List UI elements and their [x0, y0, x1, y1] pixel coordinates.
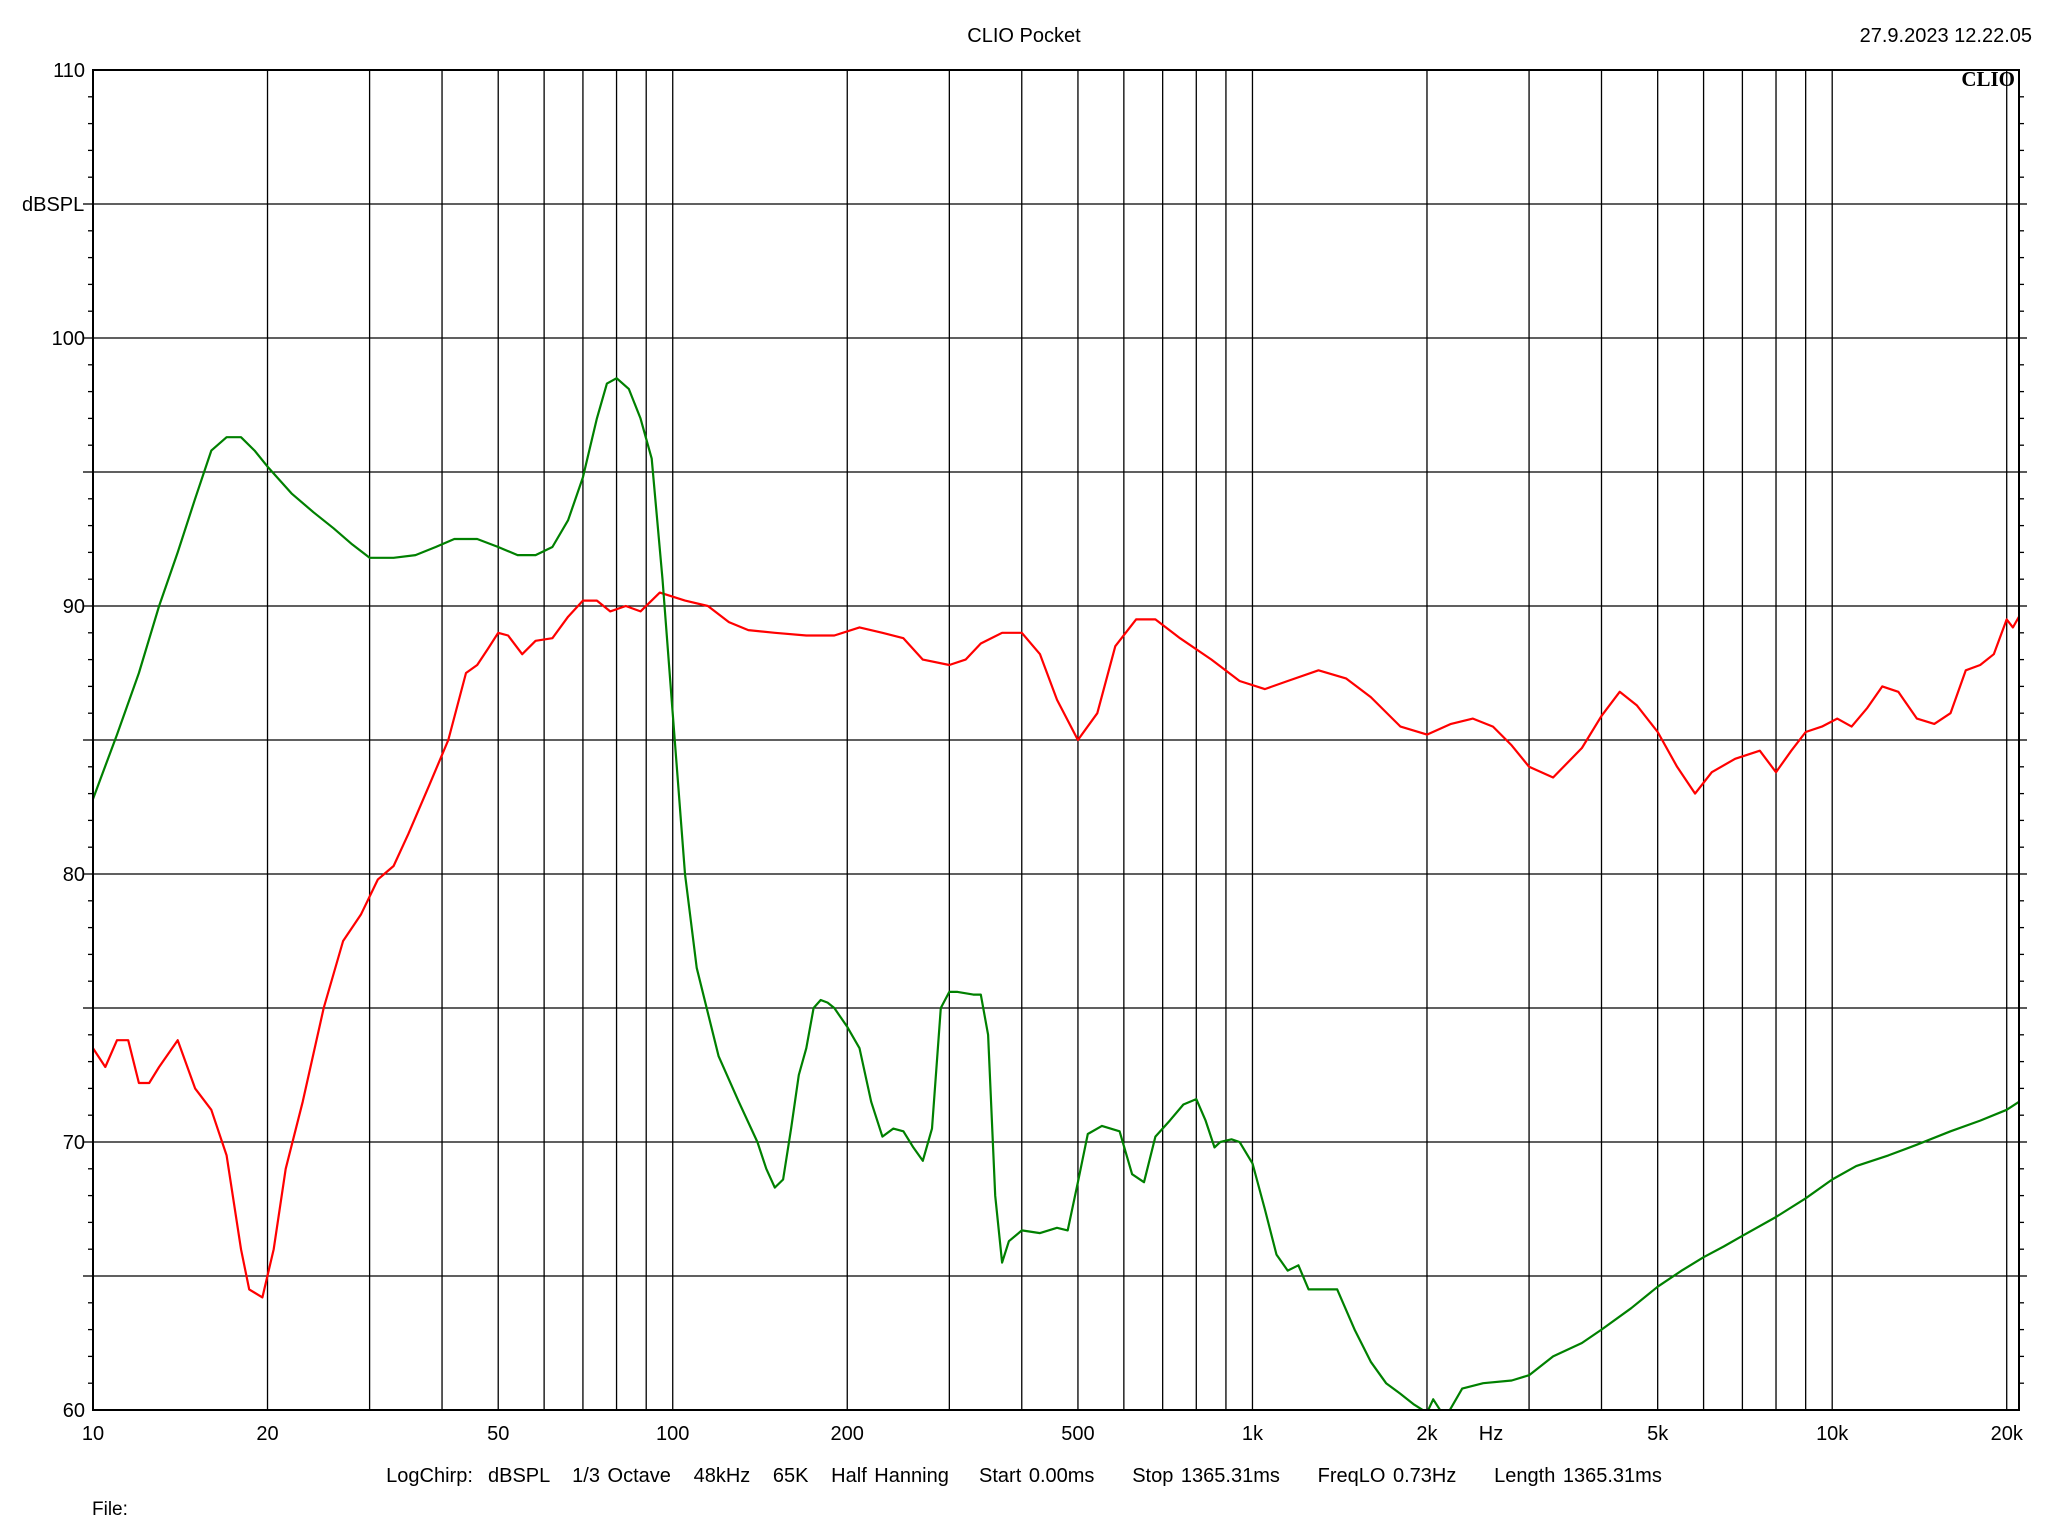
x-axis-label: Hz [1479, 1423, 1503, 1445]
x-tick-label: 2k [1416, 1423, 1438, 1445]
x-tick-label: 1k [1242, 1423, 1264, 1445]
y-tick-label: 110 [53, 60, 85, 82]
x-tick-label: 20 [256, 1423, 278, 1445]
plot-frame [92, 69, 2020, 1411]
y-tick-label: 90 [63, 596, 85, 618]
y-tick-label: 80 [63, 864, 85, 886]
x-tick-label: 10 [82, 1423, 104, 1445]
grid [83, 70, 2027, 1410]
x-tick-label: 5k [1647, 1423, 1669, 1445]
y-tick-label: 60 [63, 1400, 85, 1422]
timestamp: 27.9.2023 12.22.05 [1859, 25, 2032, 47]
x-tick-label: 100 [656, 1423, 689, 1445]
x-tick-label: 10k [1816, 1423, 1849, 1445]
x-tick-label: 20k [1991, 1423, 2024, 1445]
x-tick-label: 50 [487, 1423, 509, 1445]
green-response-curve [93, 377, 2019, 1410]
clio-brand-mark: CLIO [1961, 67, 2015, 91]
y-tick-label: 100 [52, 328, 85, 350]
app-title: CLIO Pocket [967, 25, 1081, 47]
x-tick-label: 500 [1061, 1423, 1094, 1445]
measurement-settings: LogChirp: dBSPL 1/3 Octave 48kHz 65K Hal… [386, 1465, 1662, 1487]
tick-labels: 60 70 80 90 100 110 10 20 50 100 200 500 1k 2k 5k 10k 20… [52, 60, 2024, 1445]
series-layer [93, 377, 2019, 1410]
y-tick-label: 70 [63, 1132, 85, 1154]
y-axis-label: dBSPL [22, 194, 84, 216]
x-tick-label: 200 [831, 1423, 864, 1445]
file-label: File: [92, 1499, 128, 1520]
red-response-curve [93, 591, 2019, 1299]
